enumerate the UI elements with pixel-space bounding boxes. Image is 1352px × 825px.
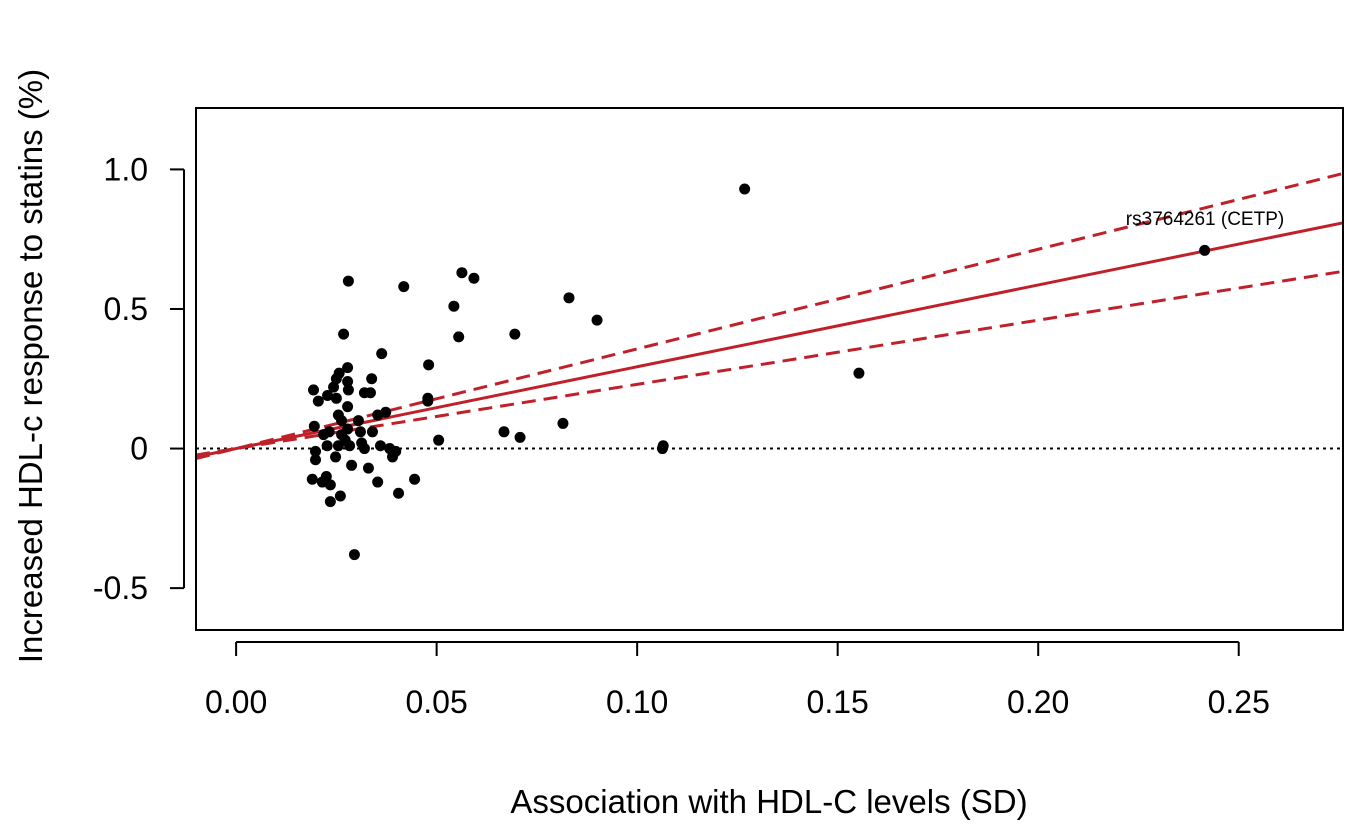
data-point xyxy=(306,473,318,485)
data-point xyxy=(342,401,354,413)
data-point xyxy=(310,445,322,457)
y-tick-label: 0.5 xyxy=(104,291,148,327)
data-point xyxy=(348,549,360,561)
data-point xyxy=(320,470,332,482)
data-point xyxy=(323,426,335,438)
data-point xyxy=(308,384,320,396)
data-point xyxy=(352,415,364,427)
x-tick-label: 0.15 xyxy=(807,684,869,720)
data-point xyxy=(374,440,386,452)
data-point xyxy=(456,267,468,279)
data-point xyxy=(364,387,376,399)
data-point xyxy=(358,443,370,455)
data-point xyxy=(330,392,342,404)
data-point xyxy=(563,292,575,304)
data-point xyxy=(409,473,421,485)
x-tick-label: 0.00 xyxy=(205,684,267,720)
data-point xyxy=(330,451,342,463)
data-point xyxy=(509,328,521,340)
y-tick-label: 1.0 xyxy=(104,151,148,187)
data-point xyxy=(591,314,603,326)
data-point xyxy=(342,362,354,374)
data-point xyxy=(433,434,445,446)
y-tick-label: 0 xyxy=(130,431,148,467)
y-tick-label: -0.5 xyxy=(93,570,148,606)
data-point xyxy=(324,479,336,491)
data-point xyxy=(328,381,340,393)
regression-lines-layer xyxy=(196,172,1343,460)
data-point xyxy=(354,426,366,438)
data-point xyxy=(557,417,569,429)
x-axis: 0.00 0.05 0.10 0.15 0.20 0.25 xyxy=(205,641,1270,720)
x-tick-label: 0.05 xyxy=(405,684,467,720)
data-point xyxy=(342,384,354,396)
data-point xyxy=(398,281,410,293)
data-point xyxy=(468,272,480,284)
data-point xyxy=(338,328,350,340)
data-point xyxy=(366,426,378,438)
data-point xyxy=(362,462,374,474)
data-point xyxy=(342,275,354,287)
data-point xyxy=(372,476,384,488)
data-point xyxy=(310,454,322,466)
data-point xyxy=(453,331,465,343)
data-point xyxy=(312,395,324,407)
data-point xyxy=(322,390,334,402)
data-point xyxy=(393,487,405,499)
x-axis-title: Association with HDL-C levels (SD) xyxy=(510,783,1027,820)
data-point xyxy=(366,373,378,385)
x-tick-label: 0.25 xyxy=(1208,684,1270,720)
data-point xyxy=(448,300,460,312)
data-point xyxy=(423,359,435,371)
data-point xyxy=(853,367,865,379)
x-tick-label: 0.20 xyxy=(1007,684,1069,720)
x-tick-label: 0.10 xyxy=(606,684,668,720)
y-axis-title: Increased HDL-c response to statins (%) xyxy=(12,69,49,663)
data-point xyxy=(390,445,402,457)
data-point xyxy=(376,348,388,360)
data-point xyxy=(333,367,345,379)
lower-ci-line xyxy=(196,269,1343,457)
data-point xyxy=(336,415,348,427)
data-point xyxy=(342,423,354,435)
y-axis: -0.5 0 0.5 1.0 xyxy=(93,151,185,606)
data-point xyxy=(334,490,346,502)
data-point xyxy=(514,431,526,443)
data-point xyxy=(324,496,336,508)
data-point xyxy=(657,440,669,452)
data-point xyxy=(1199,244,1211,256)
plot-frame xyxy=(195,107,1344,631)
regression-line xyxy=(196,221,1343,459)
data-point xyxy=(308,420,320,432)
data-point xyxy=(739,183,751,195)
data-point xyxy=(422,395,434,407)
data-point xyxy=(498,426,510,438)
data-points-layer xyxy=(306,183,1211,561)
data-point xyxy=(342,376,354,388)
data-point xyxy=(344,440,356,452)
data-point xyxy=(380,406,392,418)
data-point xyxy=(321,440,333,452)
snp-annotation: rs3764261 (CETP) xyxy=(1126,209,1284,230)
data-point xyxy=(346,459,358,471)
